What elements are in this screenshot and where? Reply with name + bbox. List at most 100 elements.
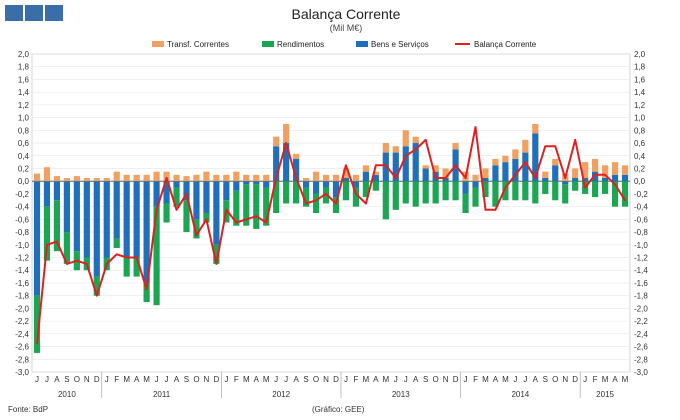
y-tick-label-left: -1,4 bbox=[15, 266, 29, 275]
balanca-point bbox=[145, 288, 148, 291]
grid bbox=[31, 53, 631, 373]
month-label: S bbox=[184, 375, 189, 384]
balanca-point bbox=[345, 164, 347, 167]
month-label: M bbox=[502, 375, 509, 384]
bar-bens-servicos bbox=[63, 181, 70, 233]
month-label: F bbox=[353, 375, 358, 384]
y-tick-label-left: -2,8 bbox=[15, 355, 29, 364]
balanca-point bbox=[105, 262, 108, 265]
bar-rendimentos bbox=[482, 181, 489, 198]
bar-bens-servicos bbox=[253, 181, 260, 185]
y-tick-label-left: -1,2 bbox=[15, 254, 29, 263]
balanca-point bbox=[594, 173, 597, 176]
month-label: J bbox=[224, 375, 228, 384]
y-tick-label-left: 0,8 bbox=[18, 126, 30, 135]
month-label: J bbox=[513, 375, 517, 384]
balanca-corrente-line bbox=[36, 126, 626, 344]
y-tick-label-left: -1,0 bbox=[15, 241, 29, 250]
bar-rendimentos bbox=[213, 244, 220, 264]
year-label: 2014 bbox=[511, 390, 529, 399]
y-tick-label-right: 1,4 bbox=[634, 88, 646, 97]
legend-label-balanca: Balança Corrente bbox=[474, 40, 537, 49]
bar-bens-servicos bbox=[422, 168, 429, 182]
bar-rendimentos bbox=[243, 184, 250, 226]
bar-rendimentos bbox=[253, 184, 260, 229]
bar-transf-correntes bbox=[592, 158, 599, 172]
month-label: D bbox=[333, 375, 339, 384]
balanca-point bbox=[474, 126, 477, 129]
bar-rendimentos bbox=[462, 193, 469, 213]
balanca-point bbox=[464, 177, 467, 179]
bar-rendimentos bbox=[53, 200, 61, 252]
month-label: M bbox=[382, 375, 389, 384]
y-tick-label-left: -2,6 bbox=[15, 343, 29, 352]
bar-transf-correntes bbox=[442, 168, 449, 179]
bar-rendimentos bbox=[183, 200, 190, 233]
balanca-point bbox=[494, 208, 497, 211]
legend-label-bens: Bens e Serviços bbox=[371, 40, 429, 49]
y-axis-left: 2,0 1,8 1,6 1,4 1,2 1,0 0,8 0,6 0,4 0,2 0,0 -0,2 -0,… bbox=[15, 50, 29, 377]
balanca-point bbox=[265, 221, 268, 224]
bar-bens-servicos bbox=[293, 158, 300, 182]
bar-transf-correntes bbox=[452, 143, 459, 150]
bar-bens-servicos bbox=[53, 181, 61, 201]
month-label: J bbox=[344, 375, 348, 384]
month-label: A bbox=[612, 375, 618, 384]
bar-transf-correntes bbox=[322, 174, 330, 182]
bar-transf-correntes bbox=[402, 130, 409, 147]
bar-rendimentos bbox=[312, 193, 320, 213]
balanca-point bbox=[125, 256, 128, 259]
month-label: D bbox=[213, 375, 219, 384]
balanca-point bbox=[574, 138, 577, 141]
month-label: J bbox=[274, 375, 278, 384]
month-label: A bbox=[533, 375, 539, 384]
y-tick-label-right: -2,6 bbox=[634, 343, 648, 352]
y-tick-label-right: -1,2 bbox=[634, 254, 648, 263]
bar-rendimentos bbox=[532, 181, 539, 204]
bar-transf-correntes bbox=[183, 176, 190, 182]
bar-bens-servicos bbox=[43, 181, 51, 207]
bar-transf-correntes bbox=[73, 176, 80, 182]
y-tick-label-right: 1,6 bbox=[634, 75, 646, 84]
bar-rendimentos bbox=[123, 257, 130, 277]
bar-bens-servicos bbox=[492, 165, 499, 182]
bar-transf-correntes bbox=[143, 174, 150, 182]
balanca-point bbox=[524, 161, 527, 164]
month-label: M bbox=[622, 375, 629, 384]
bar-bens-servicos bbox=[33, 181, 41, 296]
bar-rendimentos bbox=[452, 181, 459, 201]
balanca-point bbox=[205, 218, 208, 221]
y-tick-label-left: 2,0 bbox=[18, 50, 30, 59]
bar-transf-correntes bbox=[352, 174, 360, 182]
month-label: O bbox=[74, 375, 80, 384]
legend-label-transf: Transf. Correntes bbox=[167, 40, 229, 49]
bar-rendimentos bbox=[133, 257, 140, 277]
bar-transf-correntes bbox=[123, 174, 130, 182]
balanca-point bbox=[564, 177, 567, 179]
y-tick-label-right: -3,0 bbox=[634, 368, 648, 377]
month-label: S bbox=[423, 375, 428, 384]
balanca-point bbox=[584, 186, 587, 189]
bar-transf-correntes bbox=[332, 174, 340, 182]
bar-bens-servicos bbox=[213, 181, 220, 245]
bar-rendimentos bbox=[542, 181, 549, 194]
bar-bens-servicos bbox=[302, 181, 310, 188]
balanca-point bbox=[85, 262, 88, 265]
bar-transf-correntes bbox=[422, 165, 429, 169]
y-tick-label-left: -0,6 bbox=[15, 215, 29, 224]
bar-bens-servicos bbox=[512, 158, 519, 182]
bar-transf-correntes bbox=[482, 168, 489, 179]
bar-transf-correntes bbox=[392, 146, 399, 153]
bar-transf-correntes bbox=[233, 171, 240, 182]
balanca-point bbox=[404, 154, 407, 157]
bar-transf-correntes bbox=[153, 171, 160, 182]
bar-bens-servicos bbox=[532, 133, 539, 182]
bar-transf-correntes bbox=[382, 143, 389, 153]
bar-bens-servicos bbox=[462, 181, 469, 194]
year-label: 2012 bbox=[272, 390, 290, 399]
y-tick-label-right: -1,4 bbox=[634, 266, 648, 275]
bar-transf-correntes bbox=[133, 174, 140, 182]
bar-bens-servicos bbox=[522, 152, 529, 182]
y-tick-label-right: -2,8 bbox=[634, 355, 648, 364]
y-tick-label-right: -1,0 bbox=[634, 241, 648, 250]
